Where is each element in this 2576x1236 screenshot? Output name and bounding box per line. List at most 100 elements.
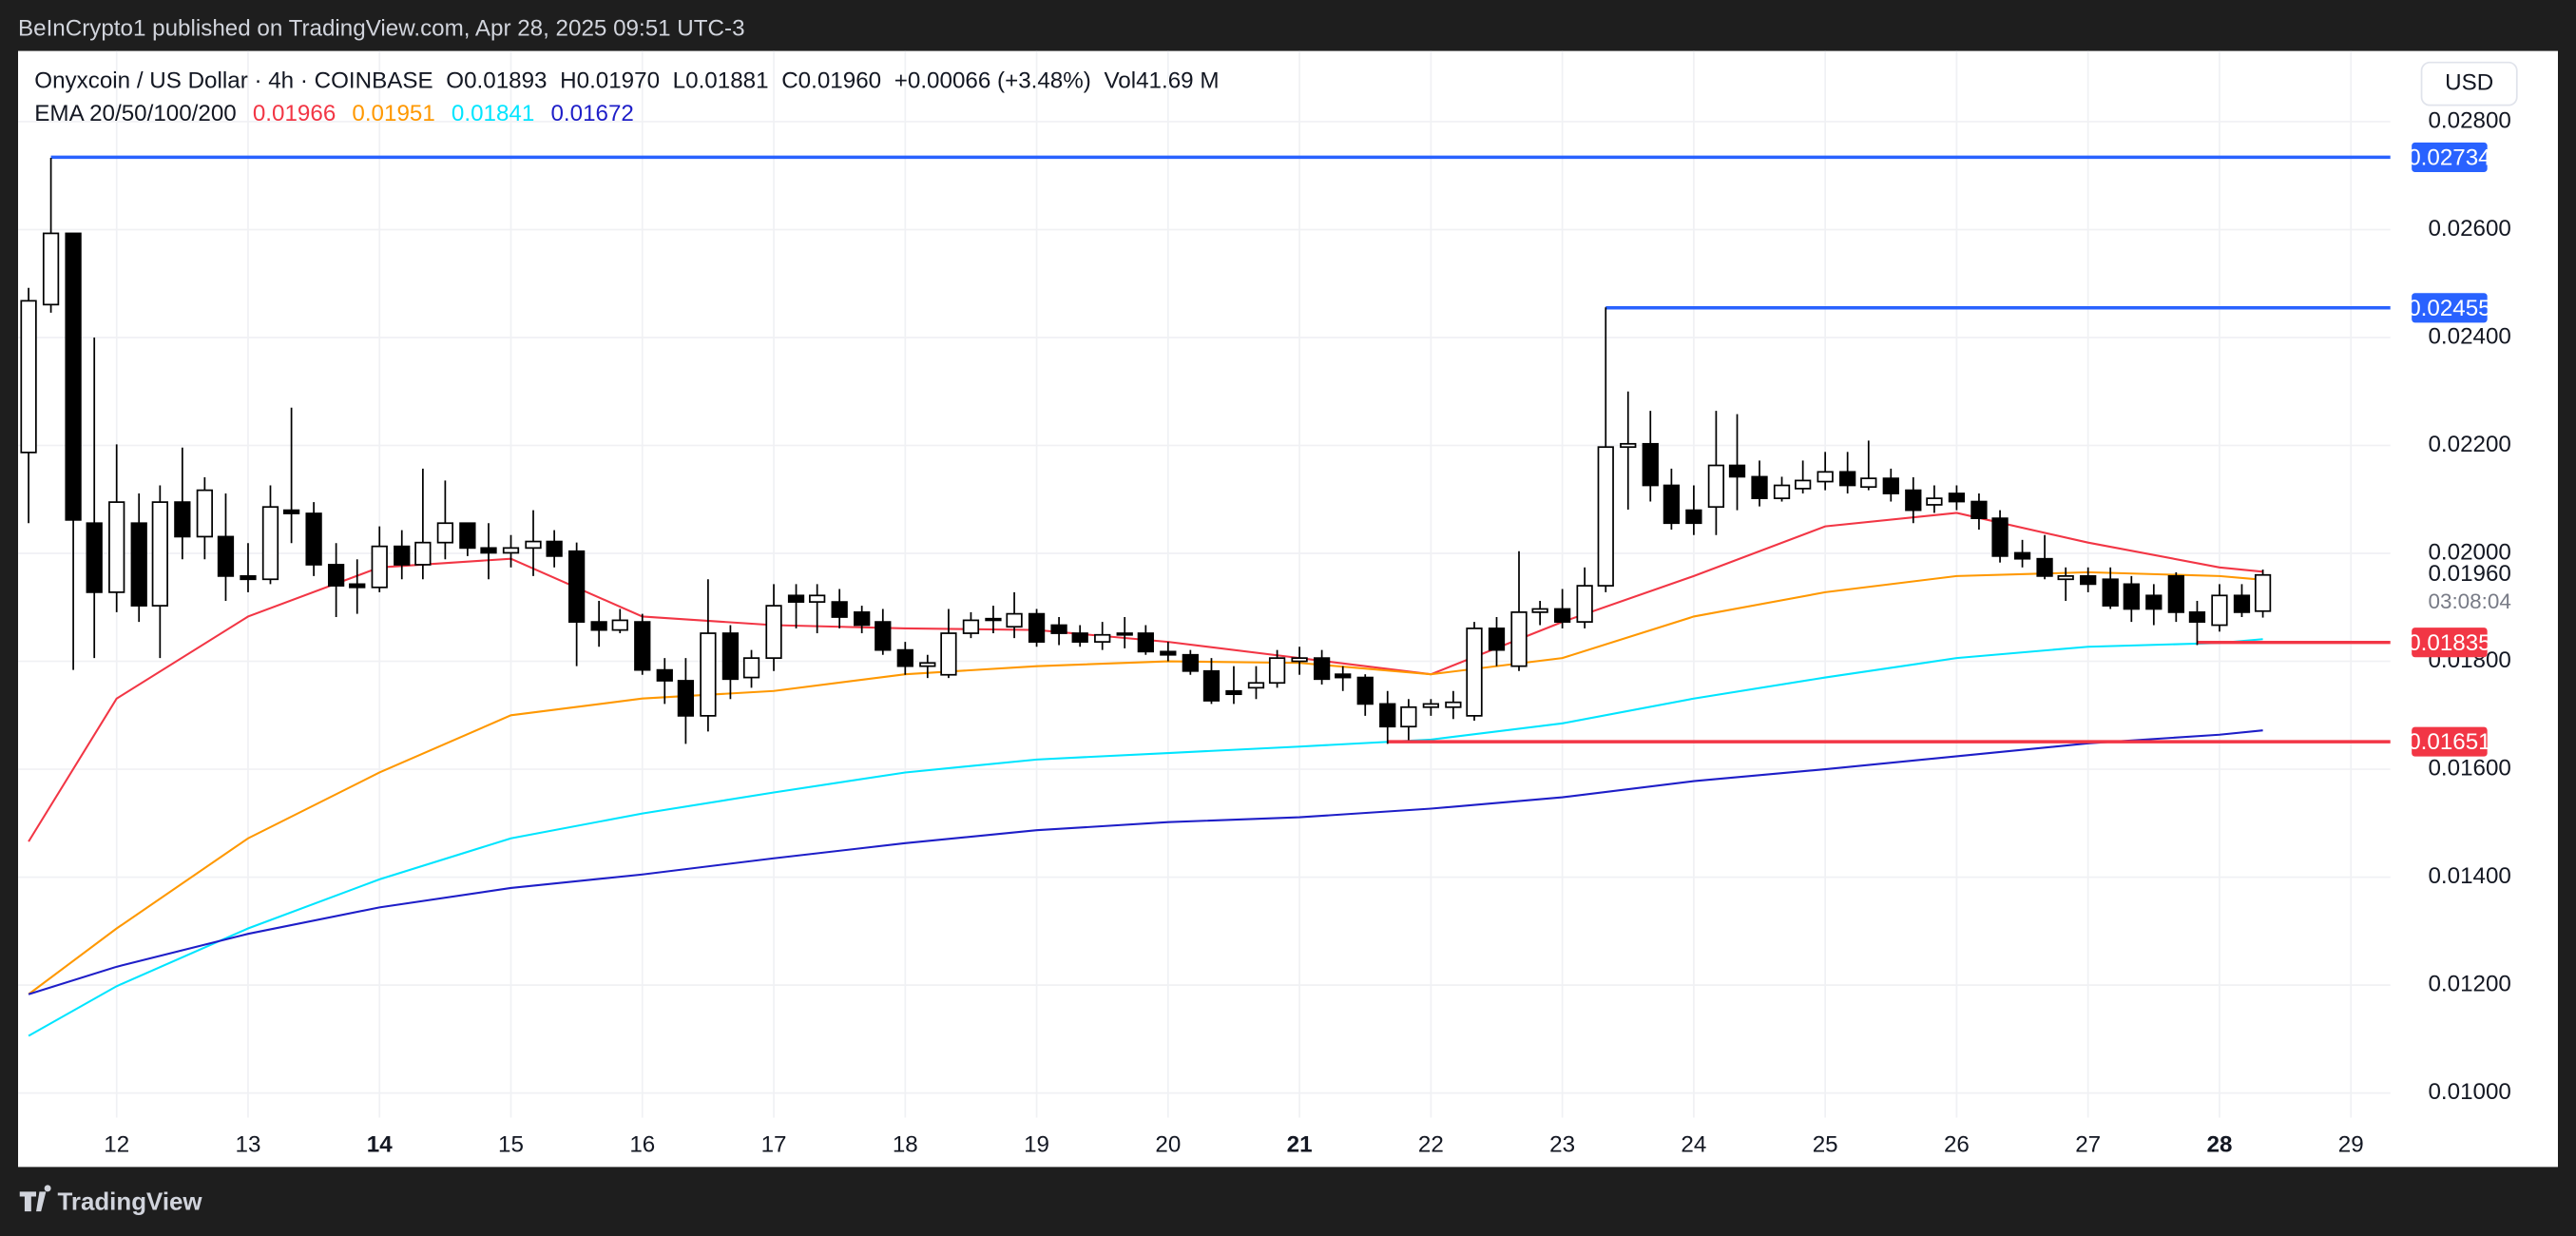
- x-tick-label: 25: [1813, 1131, 1838, 1157]
- candle-body: [962, 619, 980, 634]
- candle-body: [1970, 500, 1988, 519]
- y-tick-label: 0.01000: [2428, 1079, 2510, 1105]
- x-tick-label: 13: [236, 1131, 261, 1157]
- candle-body: [1553, 608, 1571, 623]
- x-tick-label: 20: [1155, 1131, 1181, 1157]
- x-tick-label: 27: [2075, 1131, 2101, 1157]
- brand-logo: [19, 1185, 51, 1212]
- candle-body: [677, 680, 695, 717]
- candle-body: [721, 632, 740, 681]
- candle-body: [371, 545, 388, 589]
- x-tick-label: 15: [498, 1131, 524, 1157]
- level-label-box: [2412, 726, 2488, 757]
- candle-body: [787, 594, 805, 603]
- y-tick-label: 0.01200: [2428, 972, 2510, 997]
- candle-body: [1751, 475, 1768, 499]
- candle-body: [414, 541, 432, 566]
- candle-body: [1597, 446, 1614, 587]
- candle-body: [2080, 575, 2097, 586]
- candle-body: [1905, 489, 1922, 512]
- candle-body: [65, 232, 82, 521]
- candle-body: [525, 540, 542, 550]
- level-label: 0.01835: [2408, 630, 2490, 656]
- candle-body: [1160, 650, 1177, 656]
- candle-body: [1839, 471, 1856, 487]
- level-label: 0.02455: [2408, 296, 2490, 321]
- brand-name: TradingView: [57, 1188, 202, 1215]
- candle-body: [2145, 594, 2163, 610]
- candle-body: [1050, 624, 1067, 634]
- candle-body: [1445, 701, 1462, 708]
- ema-line: [28, 638, 2263, 1037]
- x-tick-label: 12: [104, 1131, 129, 1157]
- candle-body: [2036, 557, 2053, 577]
- candle-body: [1116, 632, 1133, 636]
- y-tick-label: 0.01400: [2428, 863, 2510, 889]
- x-tick-label: 24: [1681, 1131, 1706, 1157]
- candle-body: [480, 547, 497, 554]
- candle-body: [634, 621, 651, 671]
- plot-area: 0.010000.012000.014000.016000.018000.020…: [18, 50, 2511, 1157]
- candle-body: [130, 522, 147, 607]
- ema-value: 0.01841: [452, 101, 534, 126]
- candle-body: [940, 632, 957, 676]
- currency-button[interactable]: [2420, 61, 2518, 106]
- candle-body: [1466, 628, 1483, 717]
- candle-body: [151, 501, 168, 607]
- candle-body: [1707, 464, 1725, 509]
- candle-body: [2057, 575, 2074, 581]
- candle-body: [742, 657, 760, 679]
- level-label-box: [2412, 628, 2488, 658]
- candle-body: [1773, 484, 1791, 499]
- candle-body: [919, 662, 936, 667]
- candle-body: [1379, 703, 1396, 728]
- x-tick-label: 29: [2338, 1131, 2364, 1157]
- candle-body: [854, 611, 871, 627]
- x-tick-label: 28: [2207, 1131, 2233, 1157]
- candle-body: [875, 621, 892, 651]
- ema-legend: EMA 20/50/100/200 0.01966 0.01951 0.0184…: [34, 101, 634, 126]
- ohlc: H0.01970: [560, 68, 660, 94]
- candle-body: [1642, 442, 1659, 487]
- candle-body: [196, 489, 213, 538]
- x-tick-label: 23: [1549, 1131, 1575, 1157]
- candle-body: [459, 522, 476, 550]
- candle-body: [2188, 611, 2206, 623]
- x-tick-label: 16: [629, 1131, 655, 1157]
- level-label: 0.02734: [2408, 145, 2490, 171]
- symbol: Onyxcoin / US Dollar · 4h · COINBASE: [34, 68, 433, 94]
- candle-body: [305, 512, 322, 566]
- candle-body: [567, 550, 586, 623]
- candle-body: [1488, 628, 1506, 651]
- x-tick-label: 18: [893, 1131, 918, 1157]
- ema-label: EMA 20/50/100/200: [34, 101, 236, 126]
- x-tick-label: 19: [1024, 1131, 1049, 1157]
- candle-body: [985, 617, 1002, 622]
- candle-body: [1860, 477, 1877, 489]
- candle-body: [86, 522, 103, 593]
- candle-body: [502, 547, 520, 554]
- candle-body: [174, 501, 191, 538]
- candle-body: [1313, 657, 1331, 681]
- candle-body: [2233, 594, 2251, 613]
- candle-body: [1400, 705, 1417, 728]
- y-tick-label: 0.02800: [2428, 107, 2510, 133]
- ema-line: [28, 570, 2263, 995]
- candle-body: [1225, 689, 1242, 696]
- candle-body: [1948, 492, 1966, 503]
- candle-body: [217, 535, 235, 577]
- candle-body: [349, 583, 366, 589]
- candle-body: [2211, 594, 2228, 627]
- candle-body: [1510, 611, 1528, 667]
- candle-body: [1926, 497, 1943, 506]
- candle-body: [656, 668, 673, 682]
- candle-body: [1991, 517, 2009, 557]
- x-tick-label: 14: [367, 1131, 393, 1157]
- x-tick-label: 26: [1944, 1131, 1970, 1157]
- candle-body: [261, 506, 279, 581]
- candle-body: [1268, 657, 1286, 685]
- candle-body: [611, 619, 628, 631]
- candle-body: [896, 648, 913, 667]
- y-tick-label: 0.02400: [2428, 323, 2510, 349]
